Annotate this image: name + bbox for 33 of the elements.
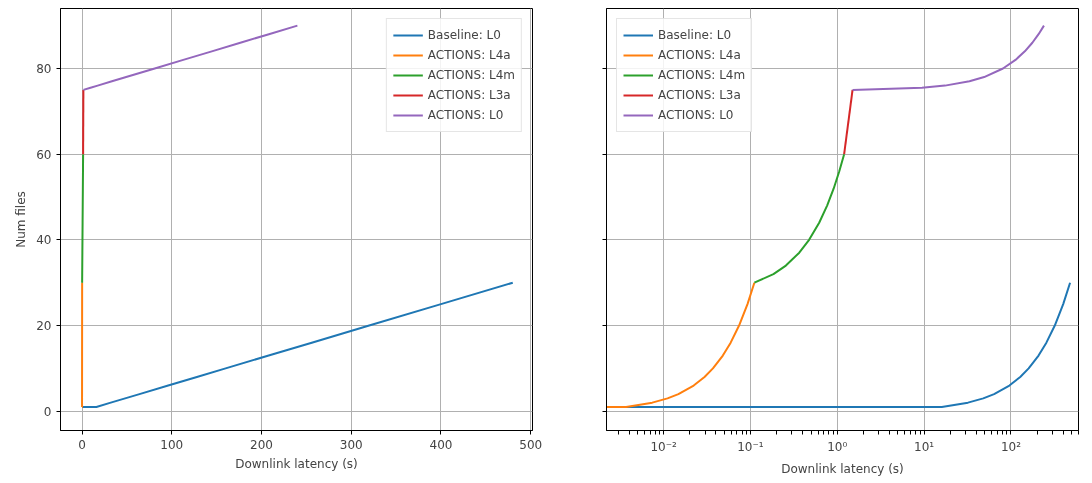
line-series — [81, 281, 84, 408]
line-series — [81, 153, 85, 284]
legend-label: ACTIONS: L4a — [427, 48, 511, 62]
x-tick-label: 500 — [519, 437, 543, 452]
line-series — [81, 281, 514, 408]
y-tick-label: 80 — [36, 61, 52, 76]
legend-label: ACTIONS: L4a — [658, 48, 741, 62]
x-tick-label: 200 — [250, 437, 273, 452]
y-tick-label: 20 — [36, 319, 52, 334]
legend-label: ACTIONS: L0 — [658, 108, 734, 122]
legend-label: ACTIONS: L3a — [658, 88, 741, 102]
legend-label: Baseline: L0 — [427, 28, 501, 42]
x-axis-title: Downlink latency (s) — [781, 461, 904, 476]
legend-label: ACTIONS: L4m — [427, 68, 515, 82]
y-axis-title: Num files — [14, 191, 29, 248]
line-series — [82, 24, 299, 91]
x-tick-label: 400 — [429, 437, 453, 452]
x-tick-label: 0 — [78, 437, 86, 452]
legend-label: ACTIONS: L4m — [658, 68, 746, 82]
y-tick-label: 40 — [36, 233, 52, 248]
legend-label: Baseline: L0 — [658, 28, 732, 42]
legend-label: ACTIONS: L3a — [427, 88, 511, 102]
x-tick-label: 10¹ — [914, 439, 935, 454]
x-tick-label: 10² — [1000, 439, 1022, 454]
x-tick-label: 10⁰ — [827, 439, 848, 454]
x-axis-title: Downlink latency (s) — [235, 456, 358, 471]
x-tick-label: 10⁻¹ — [737, 439, 764, 454]
legend-label: ACTIONS: L0 — [427, 108, 504, 122]
y-tick-label: 0 — [43, 404, 52, 419]
y-tick-label: 60 — [36, 147, 52, 162]
x-tick-label: 10⁻² — [650, 439, 677, 454]
x-tick-label: 300 — [339, 437, 363, 452]
x-tick-label: 100 — [160, 437, 184, 452]
